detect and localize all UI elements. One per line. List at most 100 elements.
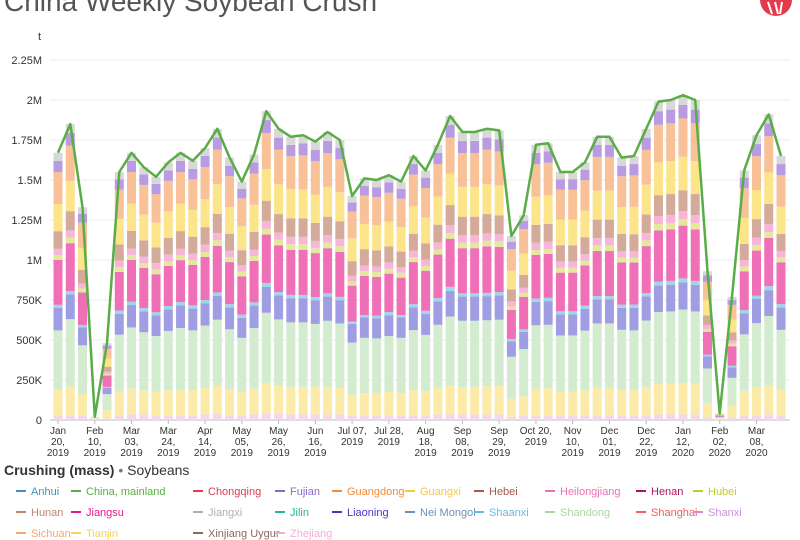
bar-segment <box>433 164 443 197</box>
bar-segment <box>604 144 614 157</box>
bar-segment <box>592 415 602 420</box>
legend-swatch <box>474 511 484 514</box>
bar-segment <box>543 253 553 298</box>
bar-segment <box>555 267 565 273</box>
bar-segment <box>617 233 627 252</box>
legend-item[interactable]: Shanghai <box>636 507 698 519</box>
bar-segment <box>494 185 504 216</box>
bar-segment <box>727 340 737 344</box>
bar-segment <box>225 207 235 234</box>
bar-segment <box>249 388 259 415</box>
bar-segment <box>261 312 271 384</box>
legend-item[interactable]: Shandong <box>545 507 610 519</box>
bar-segment <box>519 349 529 397</box>
legend-item[interactable]: Guangxi <box>405 486 461 498</box>
bar-segment <box>127 327 137 389</box>
legend-item[interactable]: Heilongjiang <box>545 486 621 498</box>
bar-segment <box>629 307 639 331</box>
bar-segment <box>384 392 394 416</box>
legend-item[interactable]: Chongqing <box>193 486 261 498</box>
bar-segment <box>102 410 112 419</box>
bar-segment <box>274 214 284 233</box>
legend-item[interactable]: Nei Mongol <box>405 507 476 519</box>
legend-label: Hubei <box>708 486 737 498</box>
bar-segment <box>494 319 504 387</box>
bar-segment <box>151 194 161 223</box>
legend-item[interactable]: Liaoning <box>332 507 389 519</box>
bar-segment <box>188 305 198 309</box>
bar-segment <box>139 267 149 309</box>
bar-segment <box>139 390 149 415</box>
bar-segment <box>690 280 700 285</box>
bar-segment <box>629 415 639 420</box>
bar-segment <box>286 136 296 145</box>
bar-segment <box>482 414 492 420</box>
bar-segment <box>519 274 529 288</box>
bar-segment <box>506 356 516 399</box>
brand-logo <box>756 0 796 18</box>
legend-item[interactable]: Shanxi <box>693 507 742 519</box>
y-tick-label: 750K <box>16 295 42 307</box>
bar-segment <box>335 246 345 252</box>
bar-segment <box>421 415 431 420</box>
bar-segment <box>408 390 418 416</box>
bar-segment <box>751 415 761 420</box>
legend-label: Chongqing <box>208 486 262 498</box>
legend-item[interactable]: Hebei <box>474 486 518 498</box>
bar-segment <box>457 152 467 187</box>
x-tick-label: Aug 18, 2019 <box>415 426 438 459</box>
bar-segment <box>604 238 614 246</box>
legend-item[interactable]: Zhejiang <box>275 528 332 540</box>
legend-label: Xinjiang Uygur <box>208 528 280 540</box>
bar-segment <box>702 325 712 330</box>
legend-item[interactable]: Anhui <box>16 486 59 498</box>
bar-segment <box>702 281 712 300</box>
bar-segment <box>494 414 504 420</box>
legend-item[interactable]: Hubei <box>693 486 737 498</box>
bar-segment <box>641 128 651 138</box>
legend-item[interactable]: Hunan <box>16 507 63 519</box>
bar-segment <box>580 254 590 261</box>
bar-segment <box>445 414 455 420</box>
bar-segment <box>347 285 357 322</box>
legend-item[interactable]: Sichuan <box>16 528 71 540</box>
bar-segment <box>666 123 676 162</box>
bar-segment <box>617 415 627 420</box>
bar-segment <box>286 244 296 250</box>
legend-item[interactable]: Xinjiang Uygur <box>193 528 280 540</box>
bar-segment <box>310 253 320 298</box>
bar-segment <box>396 267 406 273</box>
bar-segment <box>212 149 222 185</box>
legend-swatch <box>545 511 555 514</box>
legend-item[interactable]: Fujian <box>275 486 320 498</box>
legend-item[interactable]: Guangdong <box>332 486 405 498</box>
bar-segment <box>739 218 749 244</box>
legend-item[interactable]: Henan <box>636 486 683 498</box>
bar-segment <box>678 309 688 384</box>
bar-segment <box>506 270 516 290</box>
bar-segment <box>727 405 737 418</box>
legend-item[interactable]: Shaanxi <box>474 507 529 519</box>
legend-item[interactable]: China, mainland <box>71 486 166 498</box>
bar-segment <box>776 329 786 390</box>
bar-segment <box>359 317 369 338</box>
bar-segment <box>653 216 663 224</box>
legend-item[interactable]: Jiangsu <box>71 507 124 519</box>
legend-swatch <box>332 511 342 514</box>
bar-segment <box>249 154 259 163</box>
bar-segment <box>690 214 700 224</box>
bar-segment <box>323 235 333 243</box>
bar-segment <box>139 214 149 241</box>
legend-item[interactable]: Jilin <box>275 507 309 519</box>
bar-segment <box>751 387 761 416</box>
bar-segment <box>506 248 516 271</box>
legend-item[interactable]: Tianjin <box>71 528 118 540</box>
bar-segment <box>617 307 627 330</box>
bar-segment <box>384 268 394 274</box>
bar-segment <box>519 215 529 221</box>
bar-segment <box>555 391 565 416</box>
bar-segment <box>727 346 737 366</box>
bar-segment <box>568 245 578 262</box>
legend-item[interactable]: Jiangxi <box>193 507 242 519</box>
bar-segment <box>188 308 198 331</box>
